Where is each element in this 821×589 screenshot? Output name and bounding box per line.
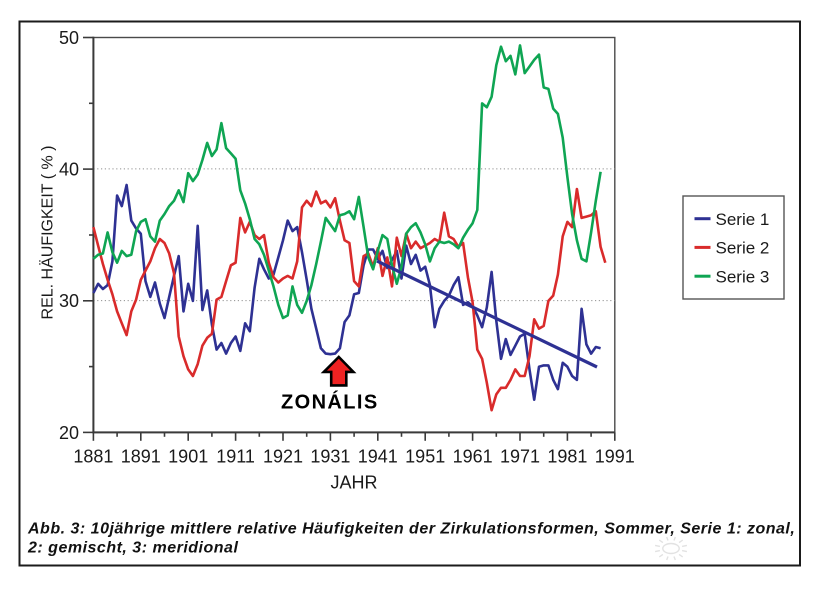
svg-text:Serie 3: Serie 3 <box>716 267 770 286</box>
svg-text:30: 30 <box>59 291 79 311</box>
svg-text:1971: 1971 <box>500 446 540 466</box>
svg-text:1881: 1881 <box>73 446 113 466</box>
svg-text:1921: 1921 <box>263 446 303 466</box>
svg-text:20: 20 <box>59 423 79 443</box>
svg-text:Abb. 3: 10jährige mittlere rel: Abb. 3: 10jährige mittlere relative Häuf… <box>27 521 795 538</box>
svg-text:ZONÁLIS: ZONÁLIS <box>281 390 379 413</box>
svg-text:40: 40 <box>59 159 79 179</box>
svg-text:1991: 1991 <box>595 446 635 466</box>
svg-text:50: 50 <box>59 28 79 48</box>
svg-text:2: gemischt, 3: meridional: 2: gemischt, 3: meridional <box>27 539 238 556</box>
svg-text:1901: 1901 <box>168 446 208 466</box>
svg-text:1891: 1891 <box>121 446 161 466</box>
svg-text:Serie 1: Serie 1 <box>716 210 770 229</box>
svg-text:1981: 1981 <box>547 446 587 466</box>
svg-text:Serie 2: Serie 2 <box>716 239 770 258</box>
svg-text:1911: 1911 <box>216 446 255 466</box>
svg-text:1951: 1951 <box>405 446 445 466</box>
svg-text:1941: 1941 <box>358 446 398 466</box>
svg-text:1961: 1961 <box>453 446 493 466</box>
svg-text:JAHR: JAHR <box>330 473 377 493</box>
svg-text:REL. HÄUFIGKEIT ( % ): REL. HÄUFIGKEIT ( % ) <box>39 146 57 320</box>
svg-text:1931: 1931 <box>310 446 350 466</box>
